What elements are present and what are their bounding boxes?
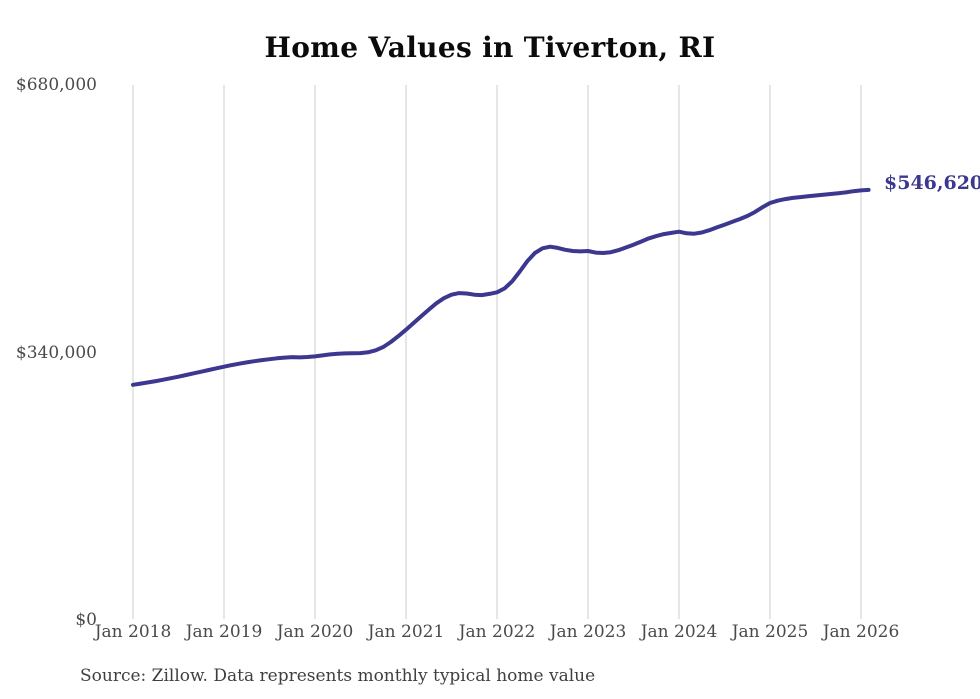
x-axis-tick-label: Jan 2023 bbox=[549, 622, 627, 642]
current-value-label: $546,620 bbox=[884, 172, 980, 194]
chart-title: Home Values in Tiverton, RI bbox=[264, 31, 716, 64]
source-note: Source: Zillow. Data represents monthly … bbox=[80, 666, 596, 686]
x-axis-tick-label: Jan 2024 bbox=[640, 622, 718, 642]
x-axis-tick-label: Jan 2021 bbox=[367, 622, 445, 642]
home-value-line bbox=[131, 187, 871, 387]
x-axis-tick-label: Jan 2025 bbox=[731, 622, 809, 642]
x-axis-tick-label: Jan 2019 bbox=[185, 622, 263, 642]
y-axis-tick-label: $0 bbox=[75, 610, 97, 630]
x-axis-tick-label: Jan 2026 bbox=[822, 622, 900, 642]
x-axis-tick-label: Jan 2022 bbox=[458, 622, 536, 642]
x-axis-tick-label: Jan 2020 bbox=[276, 622, 354, 642]
x-axis-tick-label: Jan 2018 bbox=[94, 622, 172, 642]
y-axis-tick-label: $680,000 bbox=[15, 75, 97, 95]
y-axis-tick-label: $340,000 bbox=[15, 342, 97, 363]
